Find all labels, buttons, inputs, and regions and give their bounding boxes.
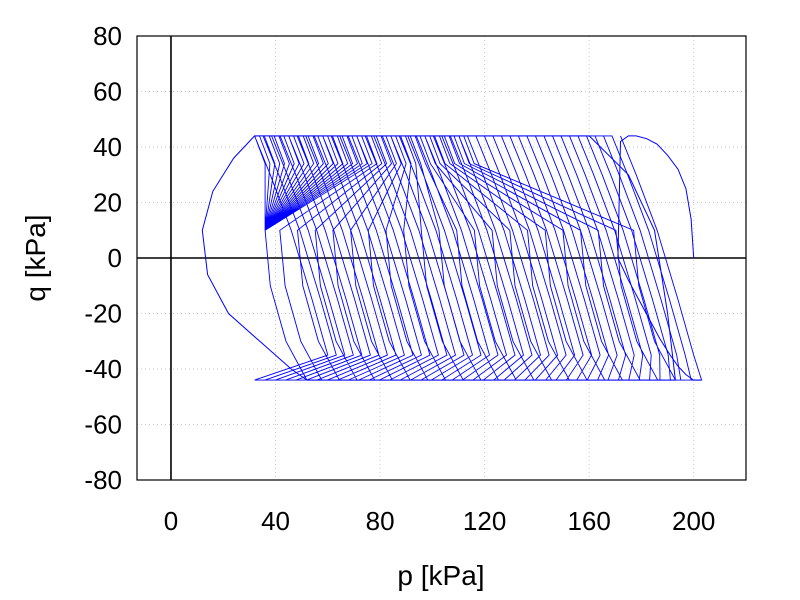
y-tick-label: 60 <box>93 77 122 107</box>
y-tick-label: 0 <box>108 243 122 273</box>
x-tick-label: 200 <box>672 506 715 536</box>
x-tick-label: 160 <box>567 506 610 536</box>
x-tick-label: 80 <box>366 506 395 536</box>
stress-path-series <box>201 135 308 381</box>
x-axis-label: p [kPa] <box>397 560 484 591</box>
plot-frame <box>136 35 747 481</box>
series-layer <box>201 135 703 381</box>
stress-path-series <box>617 135 702 381</box>
stress-path-series <box>254 135 676 381</box>
y-axis-label: q [kPa] <box>20 214 51 301</box>
x-tick-label: 120 <box>463 506 506 536</box>
y-tick-label: 20 <box>93 188 122 218</box>
y-tick-label: -60 <box>84 410 122 440</box>
y-tick-label: 40 <box>93 132 122 162</box>
y-tick-label: -40 <box>84 354 122 384</box>
x-tick-labels: 0 40 80 120 160 200 <box>164 506 716 536</box>
x-tick-label: 0 <box>164 506 178 536</box>
y-tick-label: 80 <box>93 21 122 51</box>
y-tick-labels: -80 -60 -40 -20 0 20 40 60 80 <box>84 21 122 495</box>
y-tick-label: -80 <box>84 465 122 495</box>
x-tick-label: 40 <box>261 506 290 536</box>
y-tick-label: -20 <box>84 299 122 329</box>
